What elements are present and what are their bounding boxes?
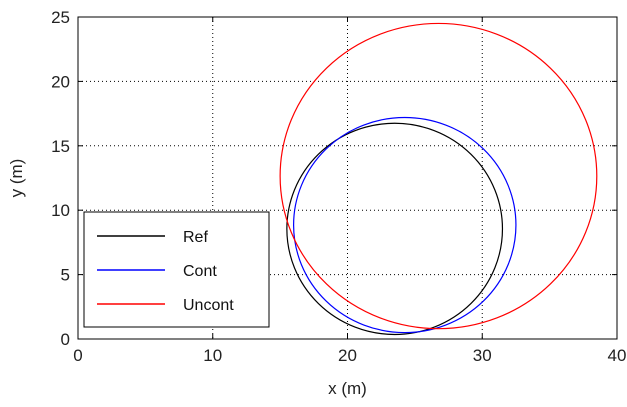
y-tick-label: 20 [51,72,70,91]
x-axis-label: x (m) [328,379,367,398]
tick-labels: 0 10 20 30 40 0 5 10 15 20 25 [51,8,626,365]
series-uncont-line [279,22,598,330]
y-tick-label: 15 [51,137,70,156]
legend: Ref Cont Uncont [83,211,270,328]
x-tick-label: 20 [338,346,357,365]
legend-label-cont: Cont [183,263,217,280]
series-ref-line [286,122,504,336]
x-tick-label: 10 [203,346,222,365]
x-tick-label: 30 [473,346,492,365]
y-tick-label: 10 [51,201,70,220]
y-tick-label: 5 [61,266,70,285]
x-tick-label: 40 [608,346,627,365]
y-axis-label: y (m) [7,159,26,198]
x-tick-label: 0 [73,346,82,365]
tick-marks [77,16,618,340]
legend-label-ref: Ref [183,229,208,246]
legend-label-uncont: Uncont [183,297,234,314]
y-tick-label: 25 [51,8,70,27]
series-lines [279,22,598,336]
series-cont-line [292,116,517,334]
y-tick-label: 0 [61,330,70,349]
